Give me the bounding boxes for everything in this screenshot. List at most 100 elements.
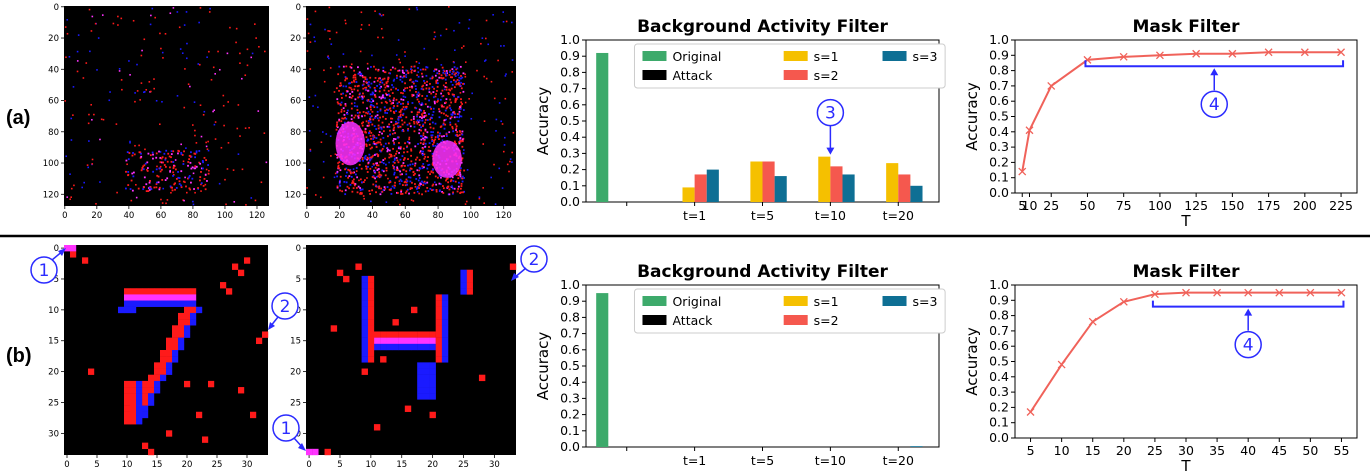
event-pixel	[312, 105, 314, 107]
event-pixel	[348, 86, 351, 89]
event-cell	[136, 393, 143, 400]
event-pixel	[387, 142, 390, 145]
event-pixel	[455, 127, 458, 130]
event-pixel	[453, 187, 456, 190]
event-pixel	[87, 166, 90, 169]
event-pixel	[384, 157, 386, 160]
event-pixel	[414, 162, 417, 165]
event-pixel	[368, 156, 371, 159]
event-pixel	[421, 152, 424, 155]
event-cell	[130, 405, 137, 412]
event-pixel	[205, 145, 208, 148]
event-pixel	[377, 36, 379, 39]
event-pixel	[418, 93, 421, 96]
y-tick-label: 0.5	[989, 109, 1009, 124]
event-pixel	[308, 96, 311, 98]
event-pixel	[345, 94, 347, 97]
event-pixel	[374, 117, 376, 119]
event-cell	[190, 306, 197, 314]
event-pixel	[375, 128, 378, 130]
event-pixel	[362, 111, 365, 113]
x-tick-label: 80	[188, 211, 199, 221]
event-cell	[178, 325, 185, 332]
event-pixel	[335, 128, 338, 131]
y-tick-label: 0.2	[560, 162, 580, 177]
event-pixel	[176, 11, 179, 13]
callout-text: 3	[825, 104, 836, 124]
data-point	[1026, 408, 1035, 416]
event-pixel	[399, 158, 402, 161]
event-pixel	[500, 120, 502, 123]
event-pixel	[483, 202, 486, 204]
event-pixel	[367, 83, 370, 86]
event-pixel	[112, 22, 115, 25]
event-pixel	[135, 183, 137, 186]
event-pixel	[348, 82, 350, 85]
y-tick-label: 0.5	[560, 358, 580, 373]
callout-1-right: 1	[272, 414, 306, 451]
event-pixel	[392, 102, 395, 104]
event-pixel	[411, 181, 413, 184]
event-pixel	[386, 186, 389, 188]
event-pixel	[379, 141, 382, 144]
event-pixel	[355, 170, 358, 172]
event-pixel	[405, 73, 408, 76]
event-pixel	[202, 114, 205, 116]
image-background	[64, 6, 269, 206]
event-pixel	[337, 167, 340, 170]
event-pixel	[306, 50, 309, 52]
event-pixel	[354, 78, 357, 81]
event-pixel	[395, 87, 397, 90]
event-pixel	[424, 142, 427, 145]
event-pixel	[358, 111, 361, 114]
event-pixel	[462, 191, 464, 194]
event-cell	[172, 356, 179, 363]
event-pixel	[338, 161, 341, 164]
event-pixel	[344, 116, 347, 119]
event-pixel	[357, 185, 360, 188]
event-pixel	[202, 184, 205, 187]
event-pixel	[441, 190, 444, 193]
event-pixel	[255, 37, 257, 39]
event-pixel	[436, 100, 439, 102]
event-pixel	[129, 140, 131, 143]
event-cell	[184, 300, 191, 307]
event-pixel	[417, 179, 420, 182]
event-pixel	[409, 125, 412, 128]
event-cell	[441, 350, 449, 357]
event-pixel	[458, 134, 461, 136]
event-pixel	[365, 81, 368, 84]
event-pixel	[464, 203, 467, 205]
event-pixel	[415, 90, 417, 93]
event-pixel	[502, 20, 505, 23]
legend-label: s=3	[913, 294, 938, 309]
event-pixel	[385, 82, 388, 85]
event-pixel	[426, 186, 429, 189]
event-pixel	[403, 151, 405, 154]
event-pixel	[354, 183, 357, 185]
event-pixel	[383, 106, 386, 109]
y-tick-label: 20	[290, 34, 301, 44]
event-pixel	[387, 149, 389, 151]
event-pixel	[152, 170, 155, 173]
event-pixel	[369, 147, 372, 150]
event-pixel	[140, 169, 143, 172]
event-pixel	[428, 87, 431, 90]
event-pixel	[353, 171, 356, 174]
event-pixel	[194, 129, 196, 132]
event-pixel	[389, 133, 391, 136]
event-cell	[136, 380, 143, 388]
event-cell	[142, 411, 149, 419]
event-pixel	[442, 71, 445, 74]
event-pixel	[333, 176, 336, 179]
event-pixel	[177, 171, 179, 173]
event-cell	[429, 374, 436, 382]
event-pixel	[485, 77, 488, 80]
event-pixel	[236, 127, 239, 130]
data-point	[1057, 360, 1066, 369]
event-pixel	[459, 140, 462, 143]
event-pixel	[455, 174, 458, 176]
event-pixel	[424, 145, 427, 148]
event-pixel	[342, 92, 344, 95]
event-pixel	[415, 121, 418, 123]
